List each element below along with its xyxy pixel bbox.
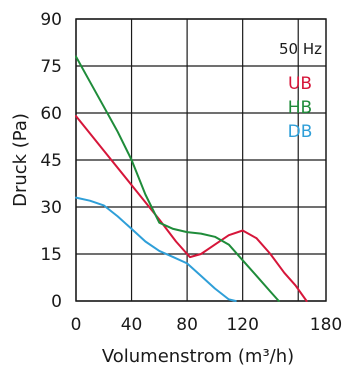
y-tick-label-2: 30 — [40, 198, 62, 218]
y-tick-label-0: 0 — [51, 292, 62, 312]
legend-title: 50 Hz — [279, 40, 322, 58]
legend-entry-hb: HB — [288, 98, 312, 118]
y-tick-label-5: 75 — [40, 57, 62, 77]
legend: 50 Hz UB HB DB — [279, 40, 322, 142]
legend-entry-db: DB — [288, 122, 313, 142]
x-tick-label-1: 40 — [121, 315, 143, 335]
grid — [75, 18, 327, 302]
x-axis-label: Volumenstrom (m³/h) — [102, 346, 294, 365]
tick-labels: 0 40 80 120 180 0 15 30 45 60 75 90 — [40, 10, 342, 335]
series-line-db — [75, 196, 237, 302]
x-tick-label-4: 180 — [310, 315, 342, 335]
series-line-ub — [75, 115, 308, 302]
y-tick-label-3: 45 — [40, 151, 62, 171]
y-tick-label-4: 60 — [40, 104, 62, 124]
series-layer — [75, 55, 308, 302]
series-line-hb — [75, 55, 280, 302]
x-tick-label-3: 120 — [226, 315, 258, 335]
y-axis-label: Druck (Pa) — [10, 113, 31, 207]
y-tick-label-1: 15 — [40, 245, 62, 265]
legend-entry-ub: UB — [288, 74, 312, 94]
x-tick-label-0: 0 — [71, 315, 82, 335]
y-tick-label-6: 90 — [40, 10, 62, 30]
x-tick-label-2: 80 — [176, 315, 198, 335]
